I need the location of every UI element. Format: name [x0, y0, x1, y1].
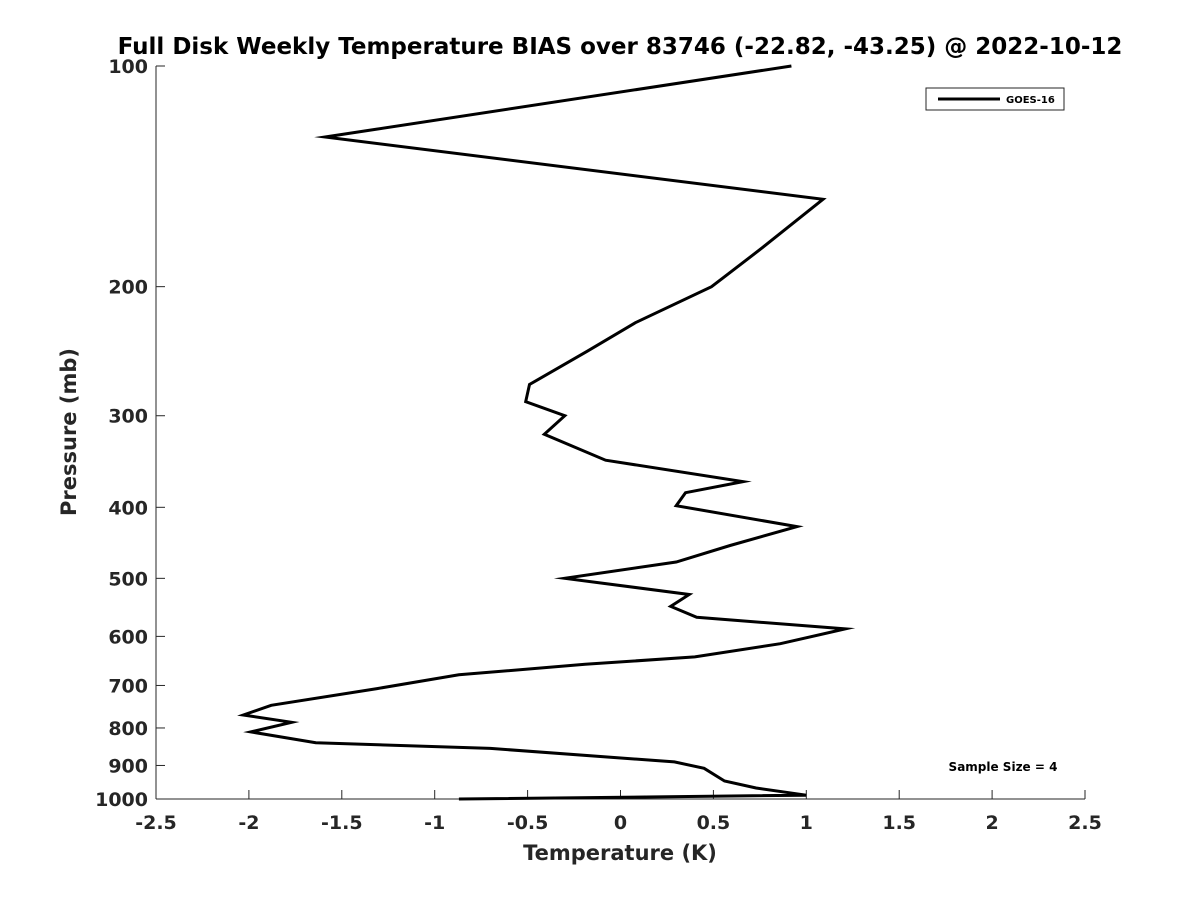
- legend: GOES-16: [925, 87, 1065, 111]
- x-tick-label: 0.5: [697, 812, 731, 834]
- x-tick-label: -0.5: [507, 812, 549, 834]
- x-tick-label: -2.5: [135, 812, 177, 834]
- sample-size-annotation: Sample Size = 4: [949, 760, 1058, 774]
- y-tick-label: 800: [108, 718, 148, 740]
- series-line-goes-16: [237, 64, 856, 801]
- y-tick-label: 1000: [95, 789, 148, 811]
- x-tick-label: 1: [800, 812, 813, 834]
- y-axis-label: Pressure (mb): [57, 348, 81, 516]
- legend-label-goes-16: GOES-16: [1006, 95, 1055, 106]
- x-tick-label: 0: [614, 812, 627, 834]
- x-tick-label: 2.5: [1068, 812, 1102, 834]
- y-tick-label: 400: [108, 497, 148, 519]
- x-tick-label: -2: [238, 812, 259, 834]
- y-axis-ticks: 100 200 300 400 500 600 700 800 900 1000: [95, 56, 165, 811]
- y-tick-label: 500: [108, 568, 148, 590]
- x-tick-label: 1.5: [882, 812, 916, 834]
- y-tick-label: 300: [108, 406, 148, 428]
- y-tick-label: 100: [108, 56, 148, 78]
- y-tick-label: 700: [108, 675, 148, 697]
- y-tick-label: 600: [108, 626, 148, 648]
- y-tick-label: 900: [108, 755, 148, 777]
- chart-title: Full Disk Weekly Temperature BIAS over 8…: [118, 34, 1123, 60]
- x-tick-label: -1: [424, 812, 445, 834]
- x-axis-label: Temperature (K): [523, 841, 717, 865]
- series-layer: [237, 64, 856, 801]
- x-tick-label: -1.5: [321, 812, 363, 834]
- x-axis-ticks: -2.5 -2 -1.5 -1 -0.5 0 0.5 1 1.5 2 2.5: [135, 790, 1102, 834]
- y-tick-label: 200: [108, 277, 148, 299]
- x-tick-label: 2: [985, 812, 998, 834]
